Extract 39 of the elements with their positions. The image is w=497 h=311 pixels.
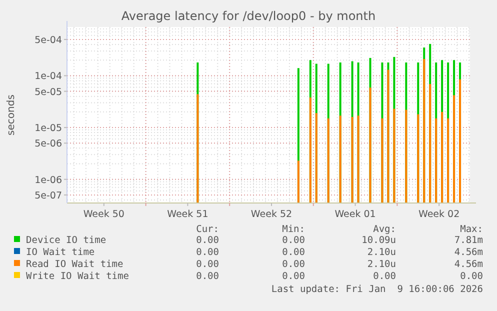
- text: Cur:: [196, 224, 219, 235]
- text: 10.09u: [362, 235, 396, 246]
- text: 0.00: [460, 271, 484, 282]
- text: 2.10u: [367, 247, 396, 258]
- text: Avg:: [373, 224, 396, 235]
- text: 0.00: [196, 271, 220, 282]
- y-axis-title: seconds: [6, 94, 17, 136]
- x-tick-label: Week 01: [334, 209, 376, 220]
- y-tick-label: 5e-04: [34, 34, 62, 46]
- text: 0.00: [282, 259, 306, 270]
- legend-label: Write IO Wait time: [26, 271, 130, 282]
- y-tick-label: 1e-05: [34, 123, 62, 134]
- y-tick-label: 5e-07: [34, 190, 62, 202]
- text: 0.00: [282, 235, 306, 246]
- x-tick-label: Week 02: [418, 209, 460, 220]
- chart-title: Average latency for /dev/loop0 - by month: [121, 9, 376, 23]
- text: Last update: Fri Jan 9 16:00:06 2026: [271, 284, 484, 295]
- text: 0.00: [196, 259, 220, 270]
- x-tick-label: Week 52: [250, 209, 292, 220]
- text: 4.56m: [454, 259, 484, 270]
- text: 0.00: [282, 271, 306, 282]
- y-tick-label: 5e-05: [34, 86, 62, 98]
- y-tick-label: 1e-04: [34, 71, 62, 82]
- legend-label: Device IO time: [26, 235, 106, 246]
- x-tick-label: Week 51: [167, 209, 208, 220]
- text: Min:: [282, 224, 305, 235]
- text: 2.10u: [367, 259, 396, 270]
- text: 4.56m: [454, 247, 484, 258]
- text: Max:: [460, 224, 483, 235]
- text: 7.81m: [454, 235, 484, 246]
- text: 0.00: [196, 247, 220, 258]
- y-tick-label: 5e-06: [34, 138, 62, 150]
- text: 0.00: [196, 235, 220, 246]
- legend-label: Read IO Wait time: [26, 259, 124, 270]
- text: 0.00: [373, 271, 396, 282]
- text: 0.00: [282, 247, 306, 258]
- y-tick-label: 1e-06: [34, 174, 62, 186]
- x-tick-label: Week 50: [83, 209, 124, 220]
- legend-label: IO Wait time: [26, 247, 95, 258]
